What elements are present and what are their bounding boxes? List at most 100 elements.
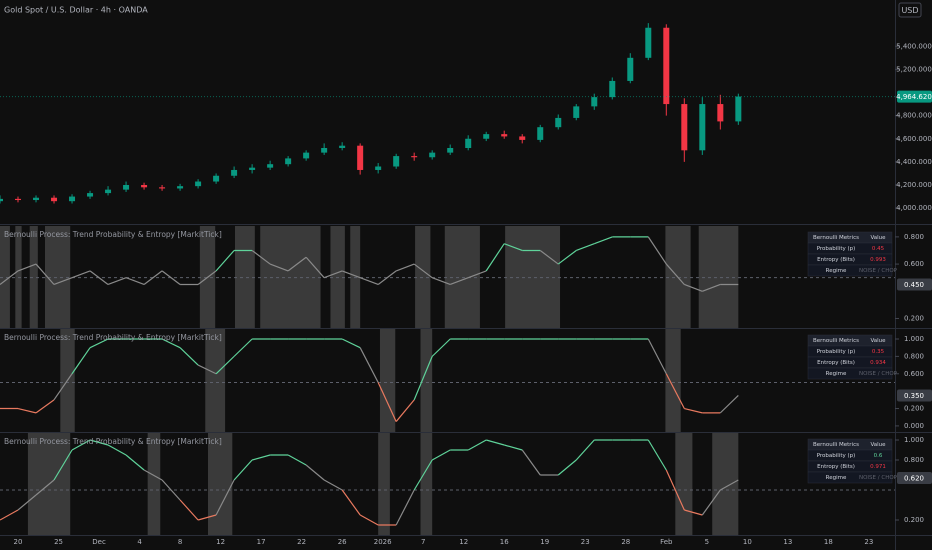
probability-segment — [197, 364, 217, 375]
y-tick-label: 0.600 — [904, 370, 924, 378]
currency-button[interactable] — [898, 2, 922, 18]
x-tick-label: 12 — [216, 538, 225, 546]
probability-segment — [161, 338, 181, 349]
y-tick-label: 4,600.000 — [896, 135, 932, 143]
candle-body — [51, 197, 58, 202]
table-cell: Probability (p) — [817, 453, 856, 459]
candle-body — [501, 134, 508, 137]
x-tick-label: 28 — [621, 538, 630, 546]
last-value-label: 0.350 — [904, 392, 924, 400]
probability-segment — [71, 347, 91, 375]
candle-body — [717, 104, 724, 122]
last-value-label: 0.620 — [904, 475, 924, 483]
table-cell: 0.35 — [872, 349, 885, 355]
x-tick-label: 7 — [421, 538, 425, 546]
y-tick-label: 0.800 — [904, 352, 924, 360]
candle-body — [285, 158, 292, 165]
probability-segment — [431, 338, 451, 357]
probability-segment — [35, 479, 55, 496]
candle-body — [609, 80, 616, 98]
probability-segment — [161, 270, 181, 285]
table-cell: 0.6 — [874, 453, 883, 459]
probability-segment — [125, 277, 145, 286]
regime-band — [420, 433, 433, 535]
probability-segment — [504, 243, 523, 252]
table-cell: 0.934 — [870, 360, 886, 366]
last-value-badge — [897, 90, 932, 103]
probability-segment — [179, 499, 199, 521]
table-cell: Value — [870, 235, 886, 241]
last-value-badge — [897, 278, 932, 291]
table-cell: Probability (p) — [817, 246, 856, 252]
currency-label[interactable]: USD — [901, 6, 918, 15]
table-cell: Value — [870, 442, 886, 448]
probability-segment — [53, 449, 73, 481]
regime-band — [698, 226, 739, 328]
probability-segment — [179, 347, 199, 366]
table-row — [807, 264, 893, 277]
candle-body — [663, 27, 670, 105]
probability-segment — [143, 469, 163, 481]
probability-segment — [125, 454, 145, 471]
probability-segment — [395, 489, 415, 526]
probability-segment — [377, 382, 397, 422]
candle-body — [123, 185, 130, 190]
x-tick-label: 25 — [54, 538, 63, 546]
probability-segment — [323, 270, 343, 279]
probability-segment — [89, 270, 109, 285]
probability-segment — [665, 373, 685, 409]
y-tick-label: 1.000 — [904, 335, 924, 343]
probability-segment — [647, 236, 667, 265]
y-tick-label: 4,200.000 — [896, 181, 932, 189]
candle-body — [375, 166, 382, 170]
regime-band — [420, 329, 433, 432]
y-tick-label: 1.000 — [904, 436, 924, 444]
regime-band — [330, 226, 345, 328]
probability-segment — [215, 250, 235, 272]
probability-segment — [35, 399, 55, 414]
probability-segment — [71, 270, 91, 279]
probability-segment — [720, 479, 739, 491]
candle-body — [303, 152, 310, 159]
probability-segment — [359, 514, 379, 526]
candle-body — [645, 27, 652, 58]
y-tick-label: 5,400.000 — [896, 42, 932, 50]
x-tick-label: 19 — [540, 538, 549, 546]
y-tick-label: 4,800.000 — [896, 112, 932, 120]
candle-body — [0, 198, 3, 202]
probability-segment — [107, 444, 127, 456]
probability-segment — [359, 347, 379, 383]
y-tick-label: 4,400.000 — [896, 158, 932, 166]
candle-body — [393, 156, 400, 167]
x-tick-label: Feb — [660, 538, 673, 546]
regime-band — [207, 433, 233, 535]
probability-segment — [684, 509, 703, 516]
x-tick-label: 12 — [459, 538, 468, 546]
regime-band — [235, 226, 255, 328]
regime-band — [45, 226, 71, 328]
probability-segment — [143, 270, 163, 285]
candle-body — [195, 181, 202, 187]
candle-body — [411, 156, 418, 158]
table-row — [807, 367, 893, 380]
table-cell: Regime — [826, 268, 847, 274]
probability-segment — [504, 444, 523, 451]
probability-segment — [395, 399, 415, 422]
x-tick-label: 16 — [500, 538, 509, 546]
regime-band — [0, 226, 10, 328]
regime-band — [505, 226, 561, 328]
regime-band — [260, 226, 321, 328]
y-tick-label: 0.800 — [904, 456, 924, 464]
y-tick-label: 0.200 — [904, 405, 924, 413]
probability-segment — [17, 494, 37, 511]
regime-band — [147, 433, 161, 535]
x-tick-label: 20 — [14, 538, 23, 546]
candle-body — [69, 196, 76, 202]
probability-segment — [575, 439, 595, 461]
probability-segment — [486, 439, 505, 446]
table-cell: Bernoulli Metrics — [813, 338, 859, 344]
candle-body — [681, 104, 688, 151]
candle-body — [555, 117, 562, 128]
probability-segment — [251, 250, 271, 265]
table-cell: NOISE / CHOP — [859, 371, 898, 377]
